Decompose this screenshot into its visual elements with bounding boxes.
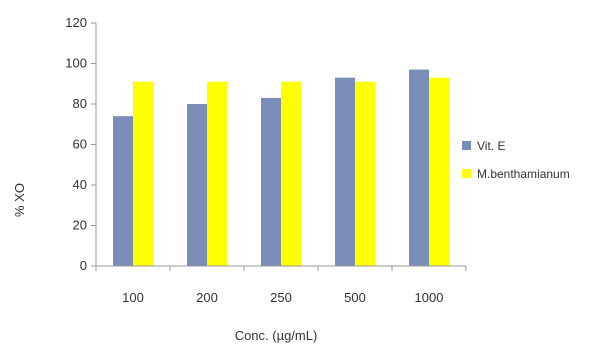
y-axis-ticks: 0 20 40 60 80 100 120: [65, 15, 96, 273]
legend-label-vit-e: Vit. E: [477, 139, 505, 153]
legend-swatch-vit-e: [462, 141, 471, 150]
bar-vit-e-200: [187, 104, 207, 266]
bar-vit-e-100: [113, 116, 133, 267]
legend-label-m-benthamianum: M.benthamianum: [477, 167, 570, 181]
x-tick-label: 1000: [415, 290, 444, 305]
bar-vit-e-1000: [409, 69, 429, 266]
x-tick-label: 100: [122, 290, 144, 305]
bars: [113, 69, 449, 267]
y-tick-label: 40: [73, 177, 87, 192]
x-axis-ticks: 100 200 250 500 1000: [95, 266, 467, 305]
bar-m-benthamianum-100: [133, 81, 153, 266]
legend-swatch-m-benthamianum: [462, 169, 471, 178]
x-axis-title: Conc. (µg/mL): [235, 328, 318, 343]
y-tick-label: 80: [73, 96, 87, 111]
bar-m-benthamianum-1000: [429, 77, 449, 266]
bar-m-benthamianum-200: [207, 81, 227, 266]
y-tick-label: 60: [73, 137, 87, 152]
bar-m-benthamianum-250: [281, 81, 301, 266]
y-tick-label: 0: [80, 258, 87, 273]
y-tick-label: 120: [65, 15, 87, 30]
x-tick-label: 250: [270, 290, 292, 305]
x-tick-label: 500: [344, 290, 366, 305]
bar-vit-e-500: [335, 77, 355, 266]
bar-m-benthamianum-500: [355, 81, 375, 266]
bar-vit-e-250: [261, 97, 281, 266]
x-tick-label: 200: [196, 290, 218, 305]
y-tick-label: 100: [65, 56, 87, 71]
legend: Vit. E M.benthamianum: [462, 139, 570, 181]
y-axis-title: % XO: [12, 183, 27, 217]
y-tick-label: 20: [73, 218, 87, 233]
